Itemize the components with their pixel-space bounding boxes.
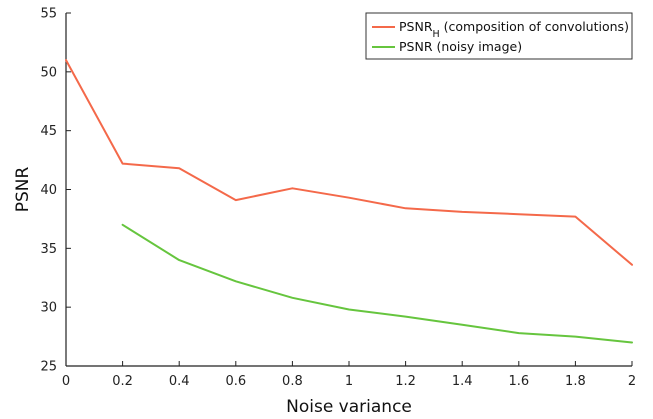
x-axis-label: Noise variance: [286, 397, 412, 417]
x-tick-label: 1.2: [395, 374, 416, 389]
legend: PSNRH (composition of convolutions) PSNR…: [365, 12, 633, 60]
y-tick-label: 25: [40, 360, 57, 375]
series-line-psnr-h: [65, 59, 633, 266]
y-tick-label: 55: [40, 7, 57, 22]
y-tick-label: 50: [40, 65, 57, 80]
x-tick-label: 1.6: [508, 374, 529, 389]
x-tick-label: 0.2: [112, 374, 133, 389]
legend-label-psnr-h: PSNRH (composition of convolutions): [399, 19, 629, 40]
x-ticks: 0 0.2 0.4 0.6 0.8 1 1.2 1.4 1.6 1.8 2: [62, 361, 636, 389]
y-ticks: 25 30 35 40 45 50 55: [40, 7, 71, 375]
axes: [65, 13, 632, 367]
x-tick-label: 0.6: [225, 374, 246, 389]
x-tick-label: 1.4: [452, 374, 473, 389]
x-tick-label: 0.4: [169, 374, 190, 389]
y-tick-label: 45: [40, 124, 57, 139]
legend-label-psnr-noisy: PSNR (noisy image): [399, 39, 522, 54]
x-tick-label: 1: [345, 374, 353, 389]
x-tick-label: 1.8: [565, 374, 586, 389]
series-layer: [65, 59, 633, 344]
y-tick-label: 30: [40, 301, 57, 316]
x-tick-label: 0: [62, 374, 70, 389]
y-axis-label: PSNR: [13, 167, 33, 213]
series-line-psnr-noisy: [121, 223, 633, 344]
y-tick-label: 35: [40, 242, 57, 257]
legend-label-main: PSNR: [399, 19, 433, 34]
y-tick-label: 40: [40, 183, 57, 198]
legend-label-rest: (composition of convolutions): [440, 19, 629, 34]
x-tick-label: 0.8: [282, 374, 303, 389]
x-tick-label: 2: [628, 374, 636, 389]
legend-label-subscript: H: [433, 29, 440, 40]
legend-box: [365, 12, 633, 60]
